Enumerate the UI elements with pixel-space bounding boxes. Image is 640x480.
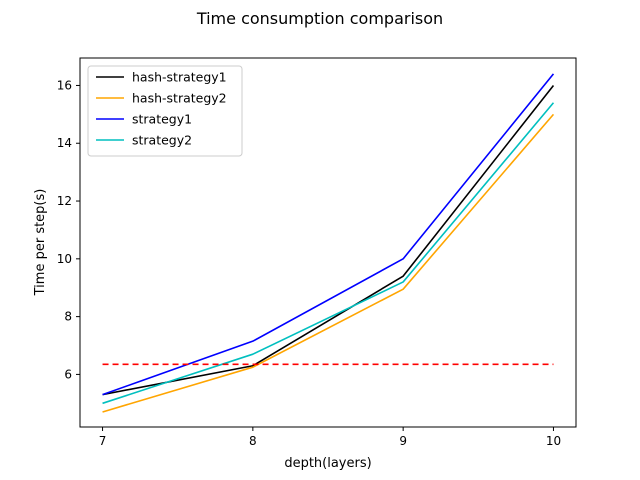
y-tick-label: 10 [57,252,72,266]
x-axis: 7 8 9 10 [99,427,561,448]
plot-frame [79,57,577,428]
legend: hash-strategy1 hash-strategy2 strategy1 str… [87,65,243,157]
series-line-hash-strategy2 [102,113,555,413]
y-tick-label: 16 [57,78,72,92]
legend-entry: strategy1 [132,112,192,127]
x-tick-label: 9 [399,434,407,448]
y-tick-label: 12 [57,194,72,208]
series-line-hash-strategy1 [102,84,555,396]
y-tick-label: 8 [64,310,72,324]
legend-entry: hash-strategy1 [132,70,227,85]
legend-box [87,65,243,157]
legend-entry: hash-strategy2 [132,91,227,106]
series-line-strategy2 [102,102,555,405]
y-axis: 6 8 10 12 14 16 [57,78,80,381]
series-line-strategy1 [102,73,555,396]
y-axis-label: Time per step(s) [33,189,48,297]
series-layer [102,73,555,413]
x-tick-label: 8 [249,434,257,448]
y-tick-label: 14 [57,136,72,150]
y-tick-label: 6 [64,367,72,381]
x-axis-label: depth(layers) [284,456,371,471]
chart-title: Time consumption comparison [196,9,443,28]
x-tick-label: 10 [546,434,561,448]
x-tick-label: 7 [99,434,107,448]
legend-entry: strategy2 [132,133,192,148]
